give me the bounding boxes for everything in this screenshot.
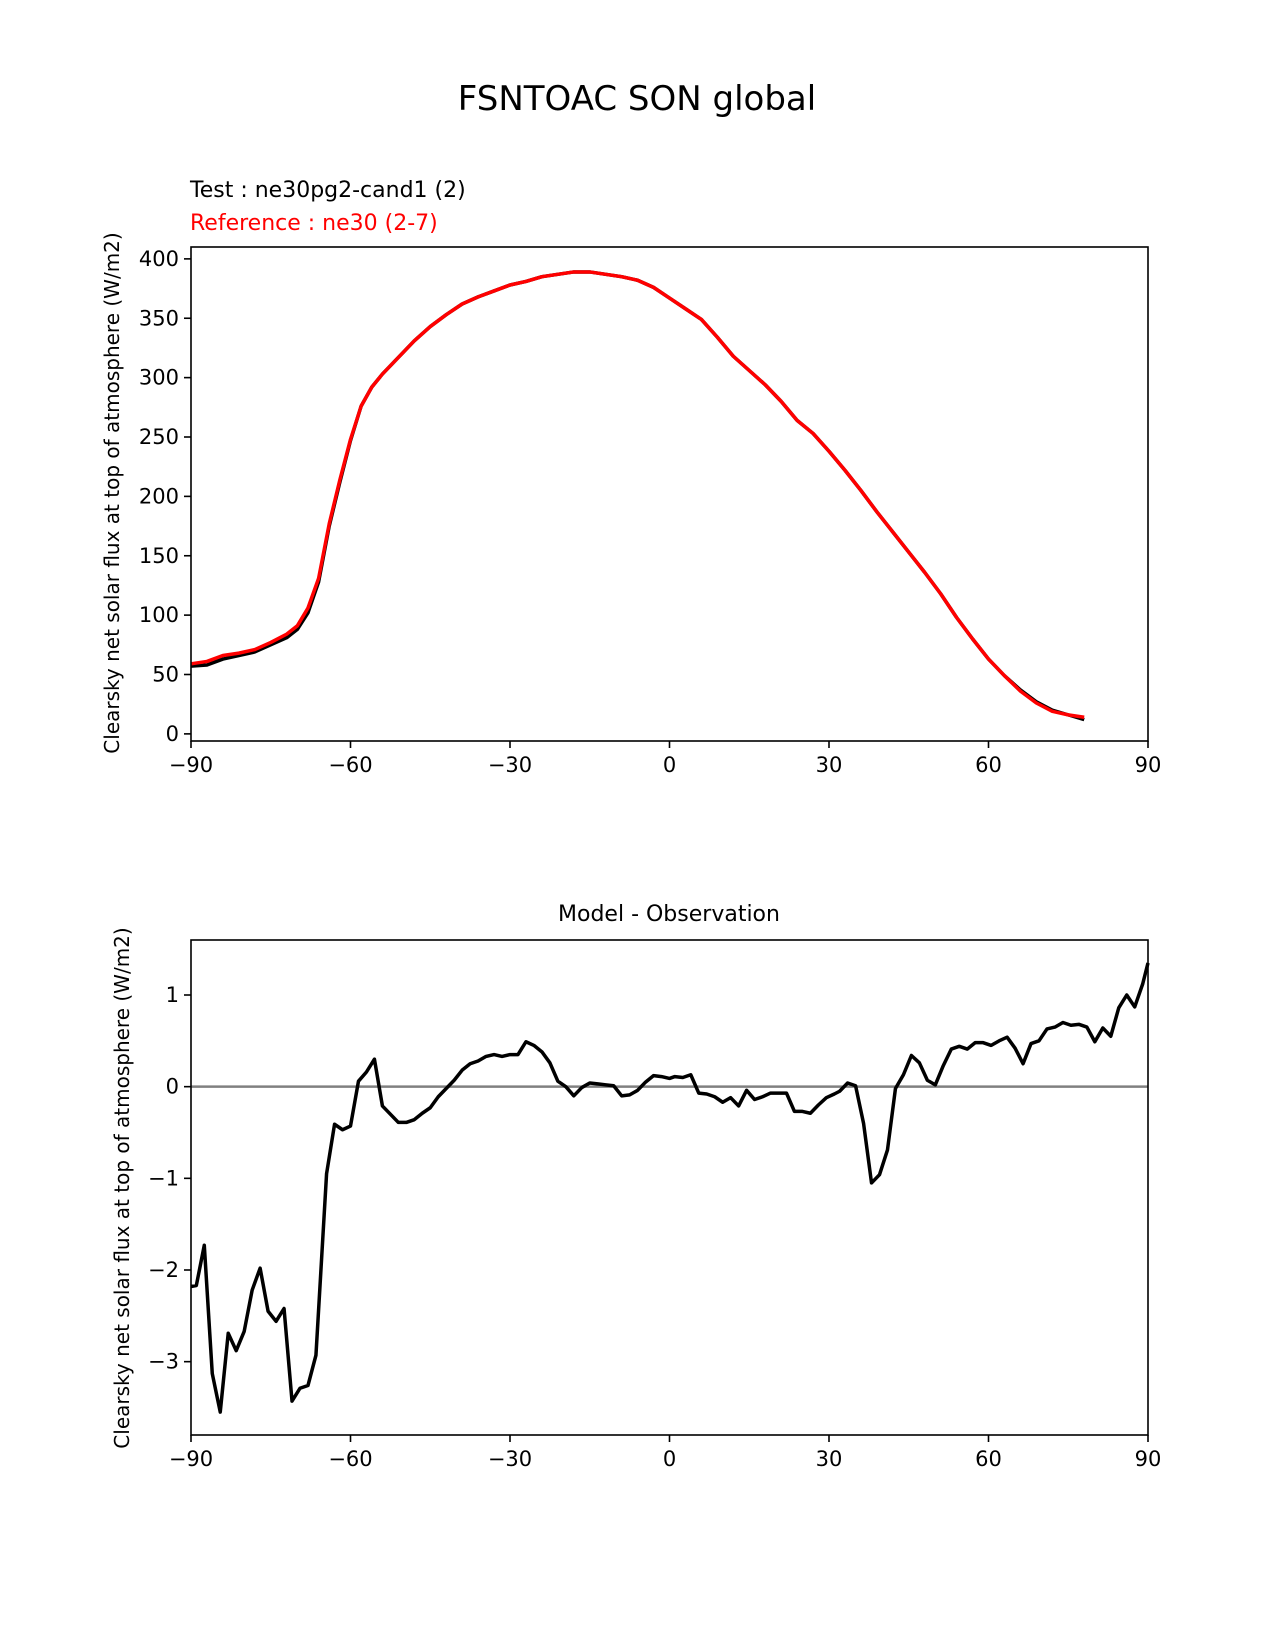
x-tick-label: −30 — [488, 1447, 532, 1471]
y-tick-label: 250 — [139, 425, 179, 449]
difference-series-line — [190, 962, 1150, 1414]
y-tick-label: 150 — [139, 544, 179, 568]
x-tick-label: 30 — [816, 753, 843, 777]
bottom-chart-title: Model - Observation — [558, 902, 780, 927]
test-series-line — [190, 270, 1085, 722]
top-plot-area: −90 −60 −30 0 30 60 90 0 50 100 150 200 250 300 350 400 — [139, 246, 1162, 777]
x-tick-label: −90 — [169, 753, 213, 777]
y-tick-label: 100 — [139, 603, 179, 627]
y-tick-label: −1 — [148, 1166, 179, 1190]
y-tick-label: 400 — [139, 247, 179, 271]
top-y-axis-label: Clearsky net solar flux at top of atmosp… — [100, 232, 124, 753]
x-tick-label: 90 — [1135, 1447, 1162, 1471]
plot-frame — [190, 939, 1149, 1436]
y-tick-label: 0 — [166, 722, 179, 746]
test-subtitle: Test : ne30pg2-cand1 (2) — [189, 178, 466, 203]
bottom-y-axis-label: Clearsky net solar flux at top of atmosp… — [110, 927, 134, 1448]
x-tick-label: 0 — [663, 1447, 676, 1471]
top-chart: Test : ne30pg2-cand1 (2) Reference : ne3… — [100, 178, 1161, 777]
x-tick-label: 60 — [975, 1447, 1002, 1471]
x-tick-label: −90 — [169, 1447, 213, 1471]
x-tick-label: 30 — [816, 1447, 843, 1471]
x-tick-label: −60 — [328, 753, 372, 777]
bottom-plot-area: −90 −60 −30 0 30 60 90 −3 −2 −1 0 1 — [148, 939, 1162, 1471]
y-tick-label: 0 — [166, 1075, 179, 1099]
x-tick-label: −30 — [488, 753, 532, 777]
y-tick-label: 50 — [152, 663, 179, 687]
x-tick-label: 90 — [1135, 753, 1162, 777]
x-tick-label: −60 — [328, 1447, 372, 1471]
bottom-chart: Model - Observation Clearsky net solar f… — [110, 902, 1161, 1471]
y-tick-label: 350 — [139, 306, 179, 330]
y-tick-label: 200 — [139, 484, 179, 508]
x-tick-label: 60 — [975, 753, 1002, 777]
plot-frame — [190, 246, 1149, 742]
y-tick-label: −3 — [148, 1350, 179, 1374]
reference-subtitle: Reference : ne30 (2-7) — [190, 211, 438, 236]
y-tick-label: 1 — [166, 983, 179, 1007]
reference-series-line — [190, 270, 1085, 719]
y-tick-label: −2 — [148, 1258, 179, 1282]
y-tick-label: 300 — [139, 366, 179, 390]
x-tick-label: 0 — [663, 753, 676, 777]
figure-title: FSNTOAC SON global — [458, 79, 816, 119]
